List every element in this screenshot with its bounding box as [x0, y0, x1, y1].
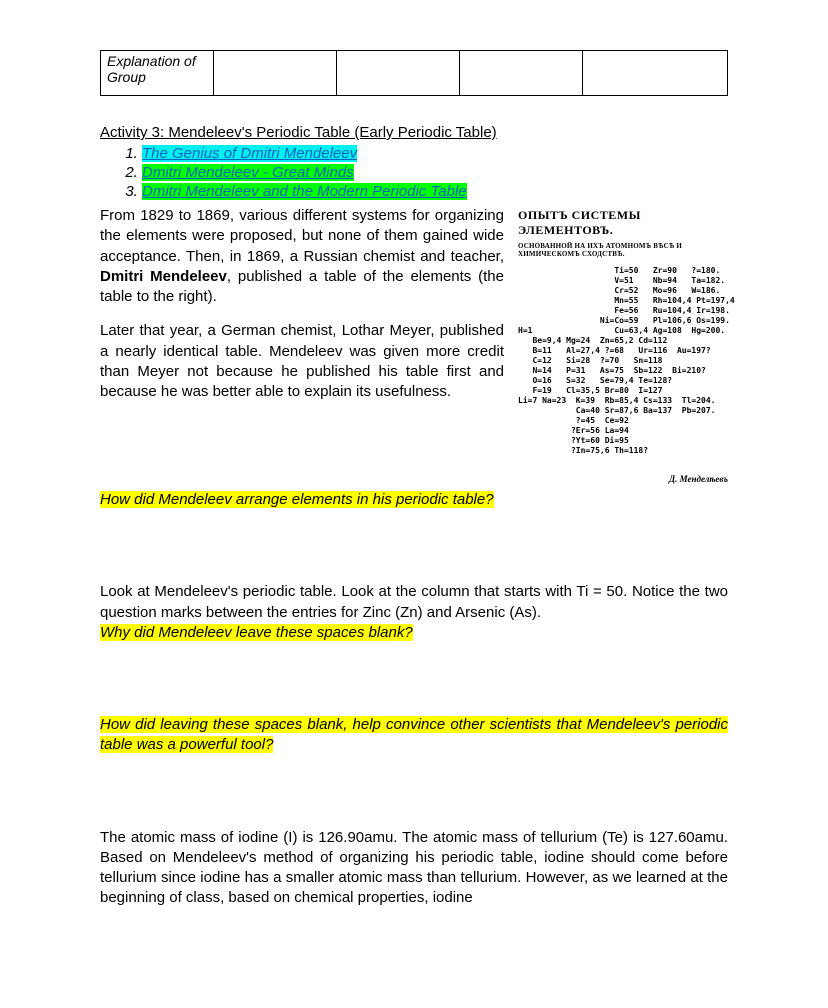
answer-space [100, 657, 728, 709]
paragraph: The atomic mass of iodine (I) is 126.90a… [100, 828, 728, 909]
cell [583, 51, 728, 96]
body-left: From 1829 to 1869, various different sys… [100, 206, 504, 484]
question-3: How did leaving these spaces blank, help… [100, 715, 728, 756]
cell [460, 51, 583, 96]
row-label: Explanation of Group [107, 53, 207, 85]
cell [337, 51, 460, 96]
answer-space [100, 770, 728, 822]
link-label: The Genius of Dmitri Mendeleev [142, 145, 357, 162]
paragraph: Look at Mendeleev's periodic table. Look… [100, 582, 728, 643]
activity-title: Activity 3: Mendeleev's Periodic Table (… [100, 124, 728, 141]
link-label: Dmitri Mendeleev and the Modern Periodic… [142, 183, 467, 200]
rus-table: Ti=50 Zr=90 ?=180. V=51 Nb=94 Ta=182. Cr… [518, 266, 728, 456]
text: From 1829 to 1869, various different sys… [100, 207, 504, 265]
link-genius[interactable]: The Genius of Dmitri Mendeleev [142, 145, 357, 162]
paragraph: From 1829 to 1869, various different sys… [100, 206, 504, 307]
rus-title: ОПЫТЪ СИСТЕМЫ ЭЛЕМЕНТОВЪ. [518, 208, 728, 238]
link-modern-table[interactable]: Dmitri Mendeleev and the Modern Periodic… [142, 183, 467, 200]
rus-signature: Д. Менделѣевъ [518, 474, 728, 484]
text-bold: Dmitri Mendeleev [100, 268, 227, 285]
highlight: How did Mendeleev arrange elements in hi… [100, 491, 494, 508]
cell [214, 51, 337, 96]
mendeleev-table-image: ОПЫТЪ СИСТЕМЫ ЭЛЕМЕНТОВЪ. ОСНОВАННОЙ НА … [518, 206, 728, 484]
link-great-minds[interactable]: Dmitri Mendeleev - Great Minds [142, 164, 354, 181]
group-explanation-table: Explanation of Group [100, 50, 728, 96]
paragraph: Later that year, a German chemist, Lotha… [100, 321, 504, 402]
link-list: The Genius of Dmitri Mendeleev Dmitri Me… [100, 145, 728, 200]
list-item: The Genius of Dmitri Mendeleev [142, 145, 728, 162]
answer-space [100, 524, 728, 576]
text: Look at Mendeleev's periodic table. Look… [100, 583, 728, 620]
list-item: Dmitri Mendeleev - Great Minds [142, 164, 728, 181]
question-1: How did Mendeleev arrange elements in hi… [100, 490, 728, 510]
highlight: How did leaving these spaces blank, help… [100, 716, 728, 753]
rus-sub: ОСНОВАННОЙ НА ИХЪ АТОМНОМЪ ВѢСѢ И ХИМИЧЕ… [518, 242, 728, 258]
list-item: Dmitri Mendeleev and the Modern Periodic… [142, 183, 728, 200]
table-row: Explanation of Group [101, 51, 728, 96]
question-2: Why did Mendeleev leave these spaces bla… [100, 624, 413, 641]
link-label: Dmitri Mendeleev - Great Minds [142, 164, 354, 181]
